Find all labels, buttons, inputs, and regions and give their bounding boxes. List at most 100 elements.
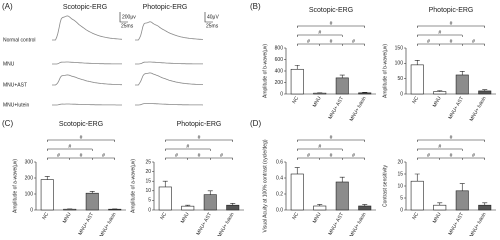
significance-bracket [297,139,365,142]
x-tick-label: NC [159,211,168,221]
bar [410,180,424,211]
significance-mark: # [438,30,441,36]
significance-mark: # [330,39,333,45]
significance-bracket [417,139,485,142]
significance-mark: # [318,30,321,36]
y-tick-label: 25 [145,159,151,165]
chart-title: Scotopic-ERG [309,7,353,14]
erg-trace [135,103,204,106]
y-tick-label: 0 [148,207,151,213]
significance-bracket [462,43,485,46]
bar [478,90,492,95]
chart-title: Photopic-ERG [429,7,474,14]
x-tick-label: MNU [62,211,73,224]
y-tick-label: 200 [25,175,34,181]
y-tick-label: 15 [397,171,403,177]
y-tick-label: 5 [400,195,403,201]
panel-label: (A) [2,2,13,11]
scale-bar-label: 25ms [121,23,134,29]
bar [313,92,327,95]
significance-mark: # [438,144,441,150]
significance-mark: # [450,153,453,159]
chart-title: Photopic-ERG [177,121,222,128]
significance-bracket [210,157,233,160]
y-axis-label: Visual Acuity at 100% contrast (cycle/de… [262,139,268,232]
panel-label: (B) [250,2,261,11]
y-tick-label: 20 [397,159,403,165]
y-tick-label: 300 [25,159,34,165]
bar [313,205,327,211]
significance-bracket [342,157,365,160]
error-bar [414,59,420,65]
x-tick-label: MNU+ AST [327,212,345,236]
bar [203,194,217,211]
significance-mark: # [57,153,60,159]
scale-bar [119,12,128,23]
significance-mark: # [198,153,201,159]
bar [63,208,77,211]
y-axis-label: Amplitude of a-wave(μv) [12,159,18,213]
significance-bracket [342,43,365,46]
significance-mark: # [330,153,333,159]
error-bar [185,204,191,207]
erg-traces [52,15,204,106]
error-bar [482,89,488,91]
erg-row-label: Normal control [3,37,36,43]
bar [290,173,304,211]
significance-bracket [417,148,463,151]
y-tick-label: 150 [395,45,404,51]
significance-mark: # [472,153,475,159]
significance-bracket [297,25,365,28]
scale-bar-label: 40μV [207,14,219,20]
erg-trace [52,15,123,41]
error-bar [294,167,300,174]
y-tick-label: 50 [397,76,403,82]
y-tick-label: 0 [280,91,283,97]
y-axis-label: Contrast sensitivity [382,165,388,207]
y-axis-label: Amplitude of b-wave(μv) [382,44,388,98]
x-tick-label: NC [411,95,420,105]
bar [455,74,469,95]
y-tick-label: 15 [145,179,151,185]
significance-mark: # [307,153,310,159]
x-tick-label: NC [291,211,300,221]
x-tick-label: MNU [432,95,443,108]
scale-bar [204,12,213,23]
erg-trace [135,21,204,41]
y-tick-label: 400 [275,68,284,74]
bar [158,186,172,211]
significance-mark: # [472,39,475,45]
y-tick-label: 10 [397,183,403,189]
error-bar [459,183,465,191]
significance-bracket [297,148,343,151]
error-bar [362,91,368,93]
significance-mark: # [80,135,83,141]
erg-row-label: MNU [3,61,15,67]
x-tick-label: MNU+ lutein [217,211,236,236]
erg-trace [52,61,122,65]
significance-mark: # [68,144,71,150]
error-bar [362,204,368,206]
significance-mark: # [427,153,430,159]
bar [335,181,349,211]
significance-bracket [47,148,93,151]
error-bar [414,173,420,182]
y-tick-label: 0 [30,207,33,213]
significance-mark: # [427,39,430,45]
bar [226,204,240,211]
x-tick-label: MNU [180,211,191,224]
bar [433,204,447,211]
error-bar [162,180,168,187]
significance-bracket [47,139,115,142]
y-tick-label: 100 [25,191,34,197]
error-bar [89,190,95,194]
bar [181,205,195,211]
significance-mark: # [352,39,355,45]
x-tick-label: MNU+ AST [447,96,465,121]
bar [40,179,54,211]
significance-mark: # [318,144,321,150]
significance-mark: # [307,39,310,45]
erg-row-label: MNU+lutein [3,102,29,108]
bar [358,92,372,95]
